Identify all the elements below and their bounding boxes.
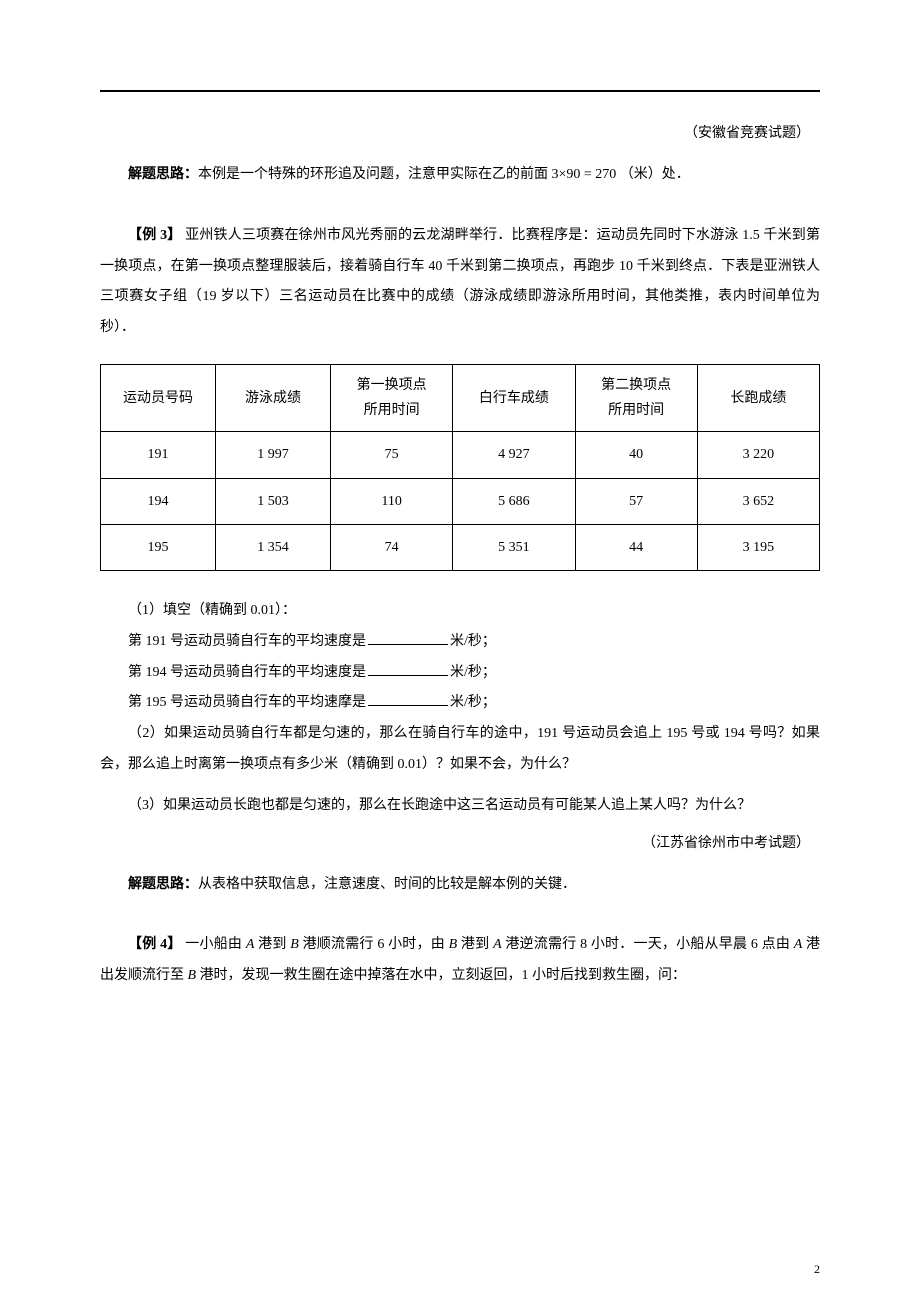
hint-label: 解题思路： (128, 167, 198, 182)
hint-label-2: 解题思路： (128, 877, 198, 892)
hint-text: 本例是一个特殊的环形追及问题，注意甲实际在乙的前面 3×90 = 270 （米）… (198, 167, 690, 182)
example-3: 【例 3】 亚州铁人三项赛在徐州市风光秀丽的云龙湖畔举行．比赛程序是：运动员先同… (100, 221, 820, 344)
spacer-2 (100, 910, 820, 930)
cell: 3 195 (697, 524, 819, 570)
q1-line-2-suffix: 米/秒； (450, 665, 496, 680)
citation-xuzhou: （江苏省徐州市中考试题） (100, 832, 820, 852)
table-row: 194 1 503 110 5 686 57 3 652 (101, 478, 820, 524)
cell: 5 351 (453, 524, 575, 570)
cell: 74 (331, 524, 453, 570)
col-swim-score: 游泳成绩 (216, 364, 331, 431)
hint-text-2: 从表格中获取信息，注意速度、时间的比较是解本例的关键． (198, 877, 576, 892)
page-content: （安徽省竞赛试题） 解题思路：本例是一个特殊的环形追及问题，注意甲实际在乙的前面… (0, 0, 920, 1042)
ex4-t5: 港逆流需行 8 小时．一天，小船从早晨 6 点由 (502, 937, 794, 952)
col-athlete-number: 运动员号码 (101, 364, 216, 431)
q3: （3）如果运动员长跑也都是匀速的，那么在长跑途中这三名运动员有可能某人追上某人吗… (100, 791, 820, 822)
cell: 3 652 (697, 478, 819, 524)
col-transition1-time: 第一换项点所用时间 (331, 364, 453, 431)
q1-line-1-prefix: 第 191 号运动员骑自行车的平均速度是 (128, 634, 366, 649)
cell: 1 354 (216, 524, 331, 570)
q1-line-1: 第 191 号运动员骑自行车的平均速度是 米/秒； (100, 627, 820, 658)
results-table: 运动员号码 游泳成绩 第一换项点所用时间 白行车成绩 第二换项点所用时间 长跑成… (100, 364, 820, 571)
spacer-1 (100, 201, 820, 221)
cell: 57 (575, 478, 697, 524)
ex4-t4: 港到 (457, 937, 493, 952)
q1-header: （1）填空（精确到 0.01）： (100, 596, 820, 627)
blank-1 (368, 631, 448, 645)
col-bike-score: 白行车成绩 (453, 364, 575, 431)
col-run-score: 长跑成绩 (697, 364, 819, 431)
citation-anhui: （安徽省竞赛试题） (100, 122, 820, 142)
port-b-2: B (449, 937, 458, 952)
hint-para-2: 解题思路：从表格中获取信息，注意速度、时间的比较是解本例的关键． (100, 870, 820, 901)
col-transition2-time: 第二换项点所用时间 (575, 364, 697, 431)
ex4-t3: 港顺流需行 6 小时，由 (299, 937, 449, 952)
cell: 44 (575, 524, 697, 570)
cell: 40 (575, 432, 697, 478)
example-3-label: 【例 3】 (128, 228, 181, 243)
cell: 191 (101, 432, 216, 478)
cell: 195 (101, 524, 216, 570)
blank-3 (368, 692, 448, 706)
table-row: 195 1 354 74 5 351 44 3 195 (101, 524, 820, 570)
q1-line-2: 第 194 号运动员骑自行车的平均速度是 米/秒； (100, 658, 820, 689)
port-b-1: B (290, 937, 299, 952)
q1-line-2-prefix: 第 194 号运动员骑自行车的平均速度是 (128, 665, 366, 680)
port-b-3: B (188, 968, 197, 983)
cell: 3 220 (697, 432, 819, 478)
q2: （2）如果运动员骑自行车都是匀速的，那么在骑自行车的途中，191 号运动员会追上… (100, 719, 820, 781)
port-a-2: A (493, 937, 502, 952)
q1-line-3-prefix: 第 195 号运动员骑自行车的平均速摩是 (128, 695, 366, 710)
table-row: 191 1 997 75 4 927 40 3 220 (101, 432, 820, 478)
q1-line-1-suffix: 米/秒； (450, 634, 496, 649)
ex4-t2: 港到 (254, 937, 290, 952)
cell: 75 (331, 432, 453, 478)
cell: 1 997 (216, 432, 331, 478)
top-rule (100, 90, 820, 92)
ex4-t7: 港时，发现一救生圈在途中掉落在水中，立刻返回，1 小时后找到救生圈，问： (196, 968, 686, 983)
cell: 5 686 (453, 478, 575, 524)
q1-line-3-suffix: 米/秒； (450, 695, 496, 710)
cell: 4 927 (453, 432, 575, 478)
cell: 194 (101, 478, 216, 524)
example-4-label: 【例 4】 (128, 937, 182, 952)
cell: 1 503 (216, 478, 331, 524)
cell: 110 (331, 478, 453, 524)
page-number: 2 (814, 1262, 820, 1277)
blank-2 (368, 662, 448, 676)
table-header-row: 运动员号码 游泳成绩 第一换项点所用时间 白行车成绩 第二换项点所用时间 长跑成… (101, 364, 820, 431)
hint-para-1: 解题思路：本例是一个特殊的环形追及问题，注意甲实际在乙的前面 3×90 = 27… (100, 160, 820, 191)
example-3-text: 亚州铁人三项赛在徐州市风光秀丽的云龙湖畔举行．比赛程序是：运动员先同时下水游泳 … (100, 228, 820, 335)
questions-block: （1）填空（精确到 0.01）： 第 191 号运动员骑自行车的平均速度是米/秒… (100, 596, 820, 822)
ex4-t1: 一小船由 (182, 937, 246, 952)
q1-line-3: 第 195 号运动员骑自行车的平均速摩是 米/秒； (100, 688, 820, 719)
example-4: 【例 4】 一小船由 A 港到 B 港顺流需行 6 小时，由 B 港到 A 港逆… (100, 930, 820, 992)
